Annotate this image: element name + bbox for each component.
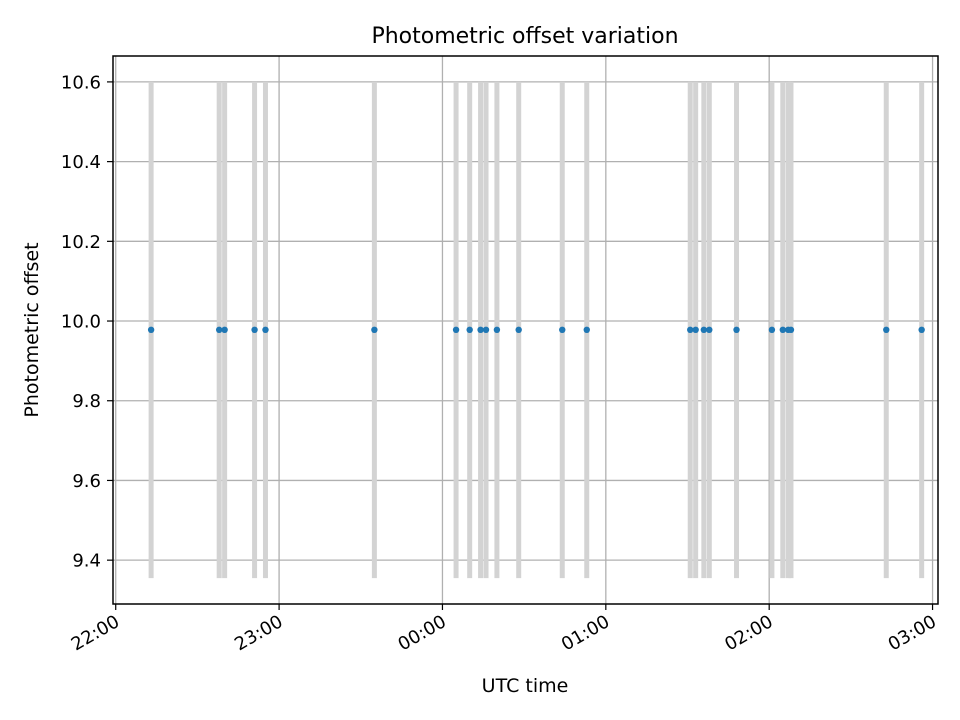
data-point [768,326,776,334]
data-point [559,326,566,334]
y-tick-label: 9.6 [72,471,101,492]
y-tick-label: 10.0 [61,312,101,333]
y-tick-label: 10.2 [61,232,101,253]
x-axis-label: UTC time [482,675,569,697]
data-point [215,326,223,334]
data-point [262,326,269,334]
x-tick-label: 23:00 [231,611,286,655]
x-tick-label: 00:00 [395,611,450,655]
data-point [251,326,258,334]
data-point [918,326,925,334]
data-point [883,326,890,334]
chart-title: Photometric offset variation [371,24,678,49]
data-point [787,326,795,334]
data-point [733,326,740,334]
data-points [147,326,925,334]
data-point [371,326,378,334]
y-tick-label: 10.6 [61,72,101,93]
plot-frame [112,55,939,605]
data-point [493,326,501,334]
y-axis-label: Photometric offset [21,242,43,417]
data-point [687,326,694,334]
data-point [515,326,522,334]
data-point [583,326,590,334]
x-tick-label: 22:00 [68,611,123,655]
data-point [482,326,490,334]
data-point [692,326,699,334]
x-tick-label: 01:00 [558,611,613,655]
data-point [147,326,155,334]
y-tick-label: 9.4 [72,551,101,572]
x-axis-ticks: 22:00 23:00 00:00 01:00 02:00 03:00 [68,604,940,655]
y-axis-ticks: 9.4 9.6 9.8 10.0 10.2 10.4 10.6 [61,72,113,572]
grid-lines [113,56,938,604]
data-point [221,326,228,334]
x-tick-label: 02:00 [721,611,776,655]
data-point [477,326,484,334]
data-point [700,326,708,334]
y-tick-label: 10.4 [61,152,101,173]
data-point [706,326,713,334]
y-tick-label: 9.8 [72,391,101,412]
data-point [779,326,787,334]
data-point [466,326,473,334]
x-tick-label: 03:00 [885,611,940,655]
data-point [452,326,460,334]
